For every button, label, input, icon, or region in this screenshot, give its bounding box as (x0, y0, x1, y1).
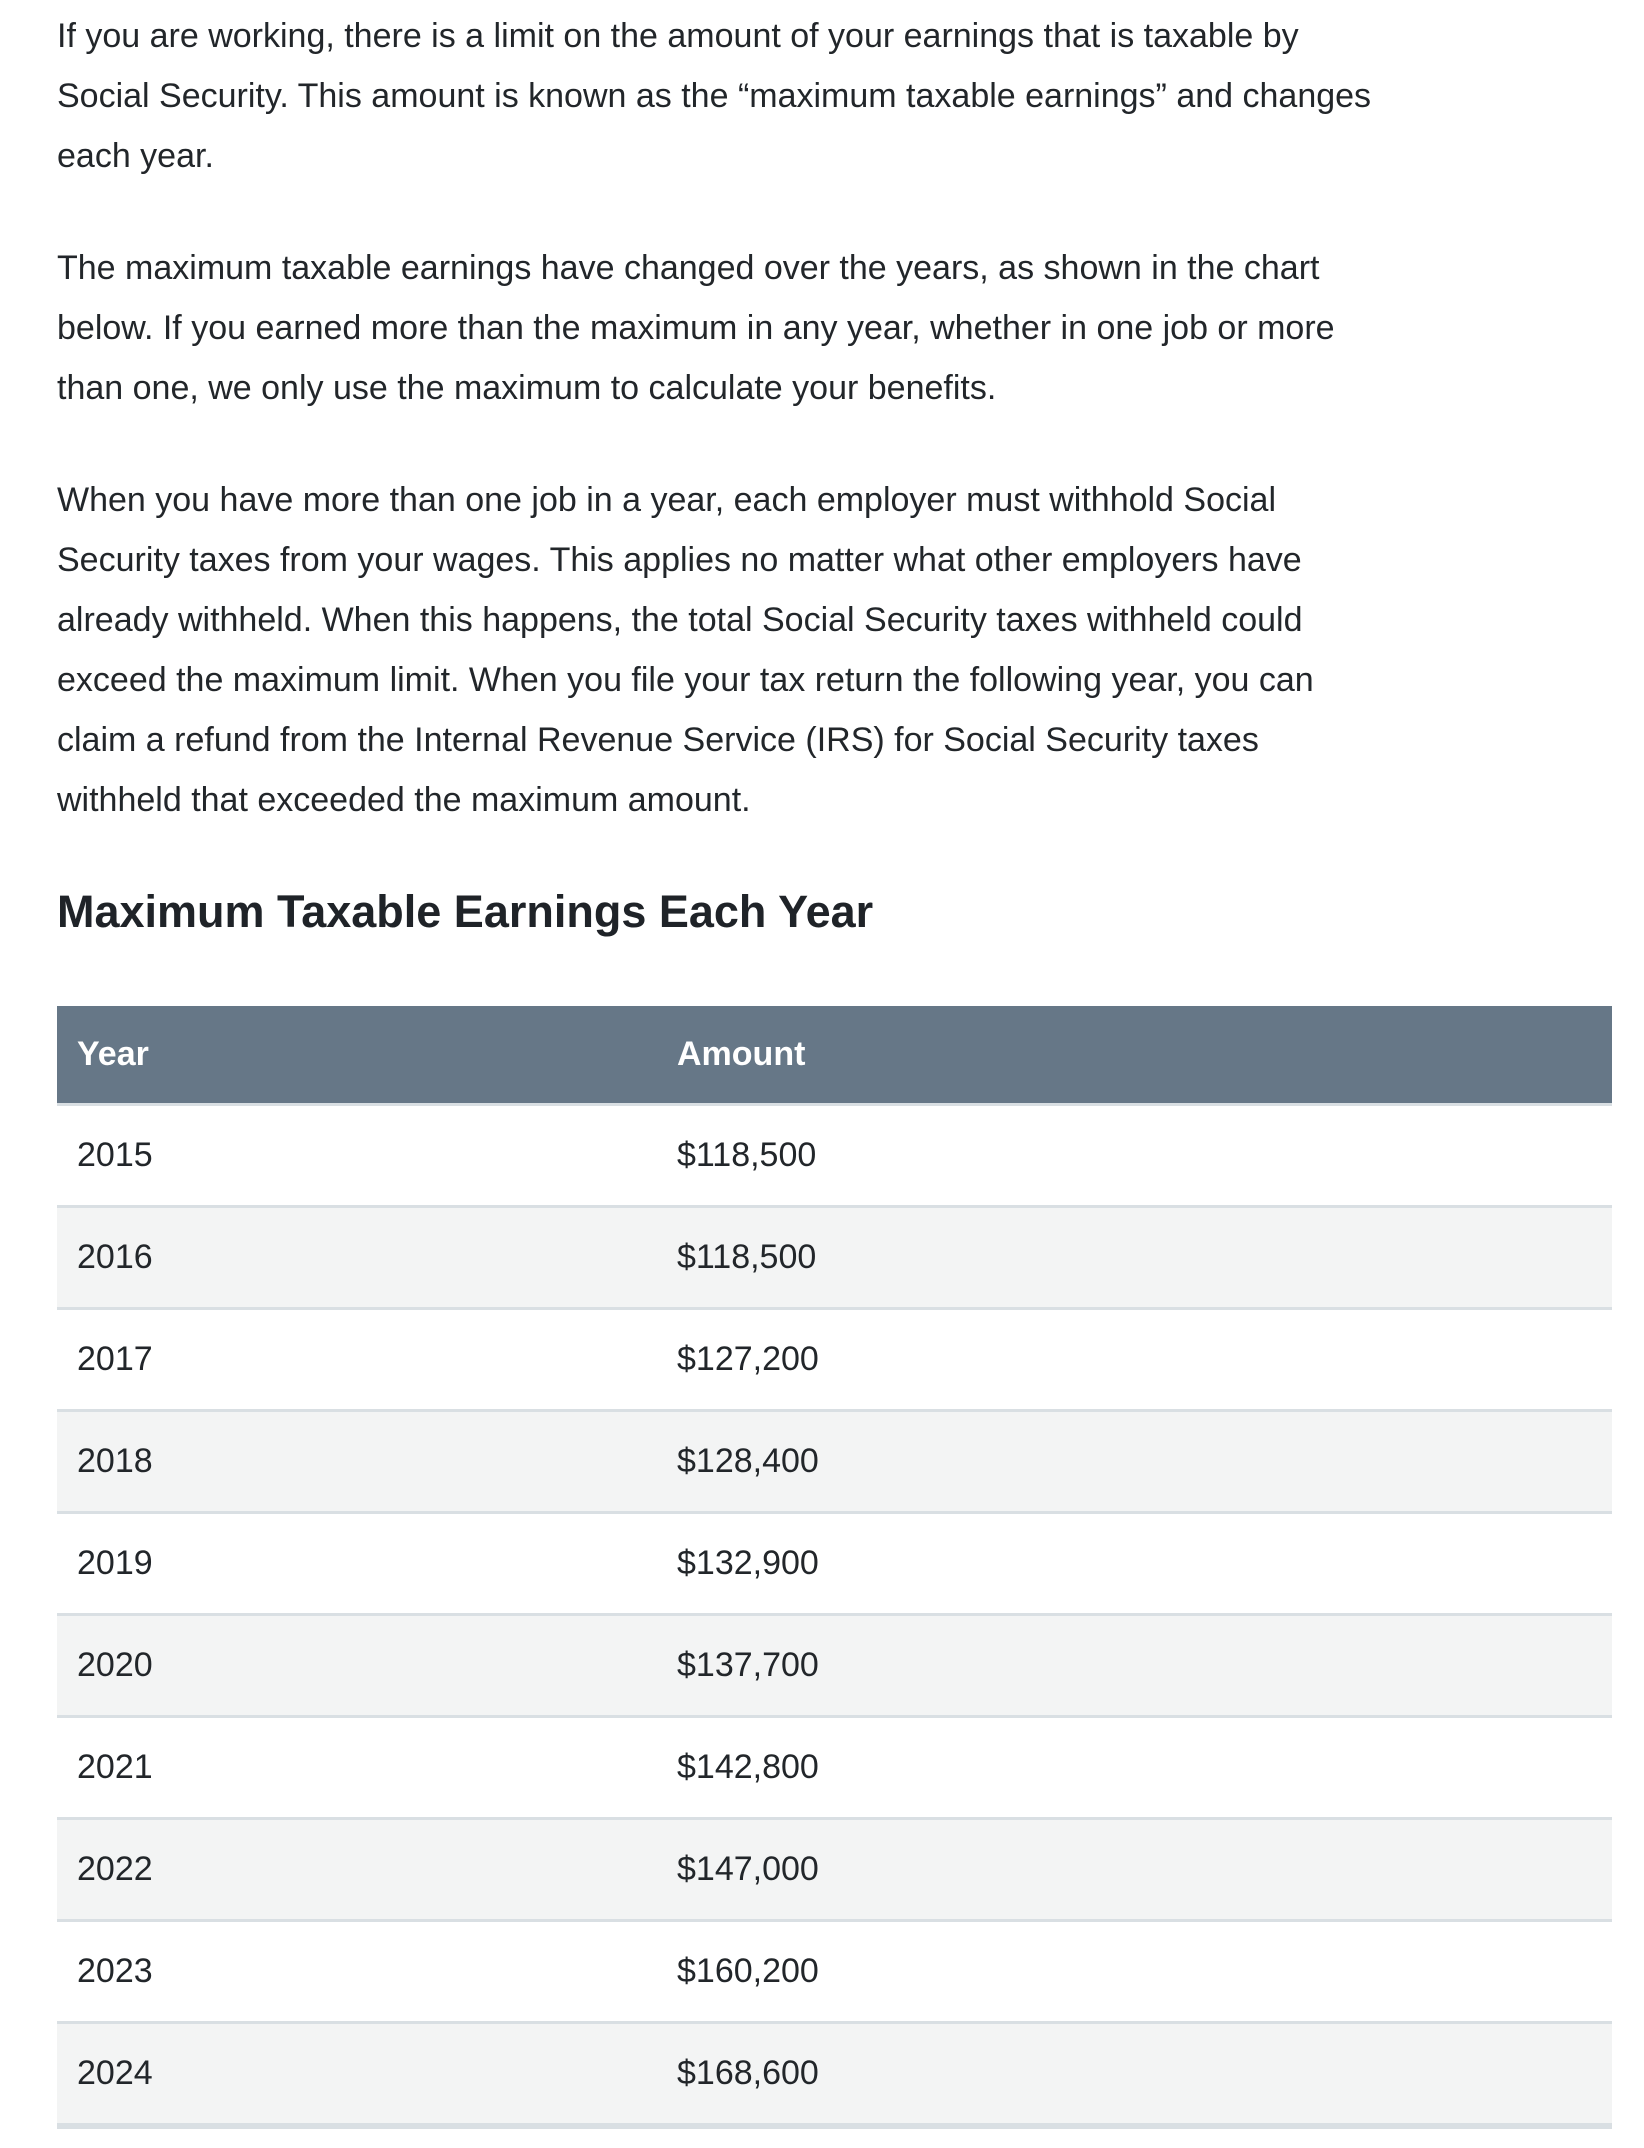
max-taxable-earnings-table: Year Amount 2015 $118,500 2016 $118,500 2017… (57, 1006, 1612, 2129)
year-cell: 2024 (77, 2054, 153, 2092)
amount-cell: $128,400 (677, 1442, 819, 1480)
year-cell: 2017 (77, 1340, 153, 1378)
amount-cell: $127,200 (677, 1340, 819, 1378)
year-cell: 2019 (77, 1544, 153, 1582)
table-row: 2018 $128,400 (57, 1410, 1612, 1513)
table-body: 2015 $118,500 2016 $118,500 2017 $127,200 2018… (57, 1104, 1612, 2126)
year-cell: 2018 (77, 1442, 153, 1480)
table-row: 2019 $132,900 (57, 1512, 1612, 1615)
year-column-header: Year (57, 1006, 657, 1105)
table-row: 2017 $127,200 (57, 1308, 1612, 1411)
table-row: 2021 $142,800 (57, 1716, 1612, 1819)
amount-cell: $137,700 (677, 1646, 819, 1684)
table-row: 2015 $118,500 (57, 1104, 1612, 1207)
amount-cell: $168,600 (677, 2054, 819, 2092)
amount-column-header: Amount (657, 1006, 1612, 1105)
amount-cell: $118,500 (677, 1238, 817, 1276)
year-cell: 2022 (77, 1850, 153, 1888)
paragraph-multiple-jobs: When you have more than one job in a yea… (57, 481, 1314, 819)
paragraph-history: The maximum taxable earnings have change… (57, 249, 1335, 407)
table-row: 2024 $168,600 (57, 2022, 1612, 2126)
table-row: 2022 $147,000 (57, 1818, 1612, 1921)
paragraph-intro: If you are working, there is a limit on … (57, 17, 1372, 175)
table-row: 2023 $160,200 (57, 1920, 1612, 2023)
table-row: 2016 $118,500 (57, 1206, 1612, 1309)
amount-cell: $147,000 (677, 1850, 819, 1888)
table-header-row: Year Amount (57, 1006, 1612, 1105)
amount-cell: $160,200 (677, 1952, 819, 1990)
year-cell: 2020 (77, 1646, 153, 1684)
amount-cell: $118,500 (677, 1136, 817, 1174)
amount-cell: $142,800 (677, 1748, 819, 1786)
year-cell: 2016 (77, 1238, 153, 1276)
year-cell: 2021 (77, 1748, 153, 1786)
year-cell: 2015 (77, 1136, 153, 1174)
year-cell: 2023 (77, 1952, 153, 1990)
section-heading: Maximum Taxable Earnings Each Year (57, 886, 874, 937)
table-row: 2020 $137,700 (57, 1614, 1612, 1717)
amount-cell: $132,900 (677, 1544, 819, 1582)
